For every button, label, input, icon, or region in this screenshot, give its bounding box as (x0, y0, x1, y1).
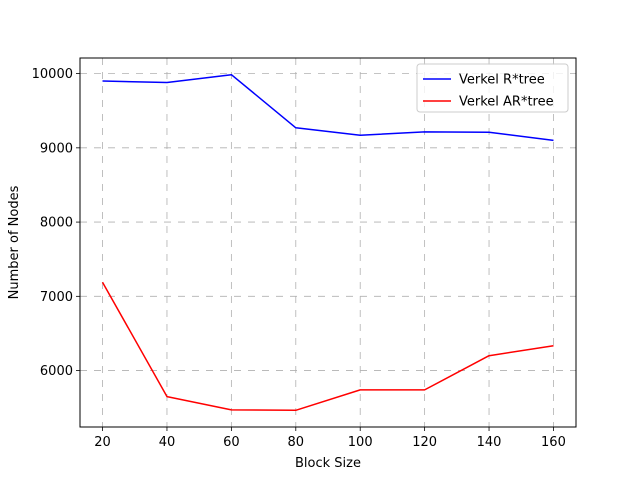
x-tick-label: 80 (288, 435, 305, 450)
x-tick-label: 160 (541, 435, 566, 450)
legend: Verkel R*tree Verkel AR*tree (416, 63, 569, 113)
x-axis-label: Block Size (295, 456, 361, 471)
series-lines (101, 73, 554, 412)
y-tick-label: 10000 (32, 67, 73, 82)
legend-label-verkel-artree: Verkel AR*tree (459, 95, 554, 110)
x-tick-label: 60 (223, 435, 240, 450)
y-axis-ticks: 6000 7000 8000 9000 10000 (32, 67, 80, 379)
legend-box (416, 63, 569, 113)
y-tick-label: 6000 (40, 364, 73, 379)
x-tick-label: 100 (348, 435, 373, 450)
x-tick-label: 20 (94, 435, 111, 450)
plot-area-frame (79, 57, 577, 428)
y-tick-label: 8000 (40, 216, 73, 231)
series-line-verkel-artree (101, 281, 554, 412)
series-line-verkel-rtree (102, 73, 554, 142)
x-tick-label: 120 (412, 435, 437, 450)
grid-lines (80, 58, 576, 427)
x-tick-label: 40 (159, 435, 176, 450)
y-axis-label: Number of Nodes (7, 185, 22, 299)
x-tick-label: 140 (477, 435, 502, 450)
y-tick-label: 7000 (40, 290, 73, 305)
legend-label-verkel-rtree: Verkel R*tree (459, 73, 545, 88)
x-axis-ticks: 20 40 60 80 100 120 140 160 (94, 427, 566, 450)
y-tick-label: 9000 (40, 141, 73, 156)
